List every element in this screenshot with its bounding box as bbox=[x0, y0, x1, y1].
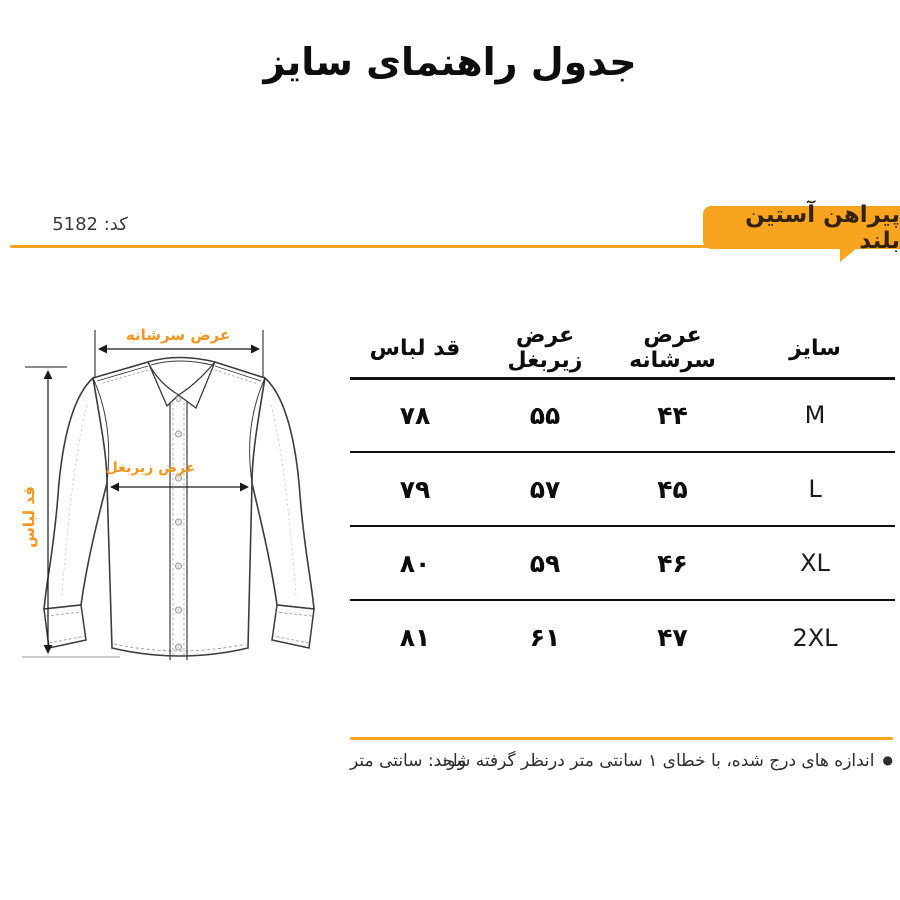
footer-divider-line bbox=[350, 737, 893, 740]
table-row-xl: XL ۴۶ ۵۹ ۸۰ bbox=[350, 526, 895, 601]
page-title: جدول راهنمای سایز bbox=[263, 40, 637, 84]
underarm-value: ۶۱ bbox=[529, 623, 561, 652]
product-name-badge: پیراهن آستین بلند bbox=[703, 202, 900, 254]
shoulder-width-label: عرض سرشانه bbox=[125, 326, 231, 344]
underarm-width-label: عرض زیربغل bbox=[105, 460, 196, 476]
underarm-value: ۵۹ bbox=[480, 526, 610, 601]
underarm-value: ۵۷ bbox=[480, 452, 610, 527]
header-garment-length: قد لباس bbox=[350, 320, 480, 380]
size-value: M bbox=[735, 378, 895, 453]
size-value: XL bbox=[735, 526, 895, 601]
shoulder-value: ۴۴ bbox=[610, 378, 735, 453]
size-value: 2XL bbox=[792, 623, 838, 652]
shirt-collar bbox=[96, 360, 262, 410]
header-underarm-width: عرض زیربغل bbox=[480, 320, 610, 380]
bullet-icon: ● bbox=[882, 753, 893, 767]
shirt-placket bbox=[169, 399, 188, 660]
unit-note: واحد: سانتی متر bbox=[350, 751, 466, 771]
size-table-header-row: سایز عرض سرشانه عرض زیربغل قد لباس bbox=[350, 320, 895, 380]
length-value: ۸۰ bbox=[350, 526, 480, 601]
length-value: ۸۱ bbox=[399, 623, 431, 652]
shirt-measurement-diagram bbox=[15, 300, 345, 700]
size-table: سایز عرض سرشانه عرض زیربغل قد لباس M ۴۴ … bbox=[350, 320, 895, 674]
badge-tail bbox=[840, 248, 857, 262]
underarm-value: ۵۵ bbox=[480, 378, 610, 453]
header-size: سایز bbox=[735, 320, 895, 380]
product-code: کد: 5182 bbox=[52, 214, 128, 235]
shoulder-value: ۴۶ bbox=[610, 526, 735, 601]
header-shoulder-width: عرض سرشانه bbox=[610, 320, 735, 380]
header-divider-line bbox=[10, 245, 712, 248]
length-value: ۷۹ bbox=[350, 452, 480, 527]
shoulder-value: ۴۵ bbox=[610, 452, 735, 527]
shirt-illustration bbox=[22, 330, 315, 660]
shirt-cuffs bbox=[43, 604, 315, 649]
table-row-2xl: 2XL ۴۷ ۶۱ ۸۱ bbox=[350, 600, 895, 674]
table-row-l: L ۴۵ ۵۷ ۷۹ bbox=[350, 452, 895, 527]
length-value: ۷۸ bbox=[350, 378, 480, 453]
tolerance-note: ● اندازه های درج شده، با خطای ۱ سانتی متر… bbox=[428, 751, 893, 771]
shoulder-width-arrow bbox=[94, 330, 264, 377]
garment-length-label: قد لباس bbox=[20, 486, 38, 548]
shoulder-value: ۴۷ bbox=[657, 623, 688, 652]
garment-length-arrow bbox=[22, 366, 120, 658]
tolerance-note-text: اندازه های درج شده، با خطای ۱ سانتی متر … bbox=[428, 751, 875, 771]
shirt-sleeves bbox=[43, 376, 315, 610]
table-row-m: M ۴۴ ۵۵ ۷۸ bbox=[350, 378, 895, 453]
size-value: L bbox=[735, 452, 895, 527]
